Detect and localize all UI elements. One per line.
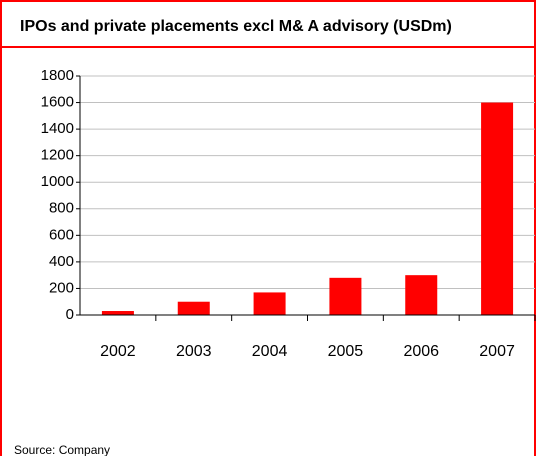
bar <box>405 275 438 315</box>
x-tick-label: 2005 <box>328 343 364 360</box>
bar <box>253 292 286 315</box>
x-tick-label: 2003 <box>176 343 212 360</box>
y-tick-label: 1000 <box>41 173 74 190</box>
y-tick-label: 1400 <box>41 120 74 137</box>
y-tick-label: 800 <box>49 200 74 217</box>
bar <box>481 102 514 315</box>
bar <box>101 311 134 315</box>
y-tick-label: 200 <box>49 279 74 296</box>
y-tick-label: 400 <box>49 253 74 270</box>
x-tick-label: 2002 <box>100 343 136 360</box>
x-tick-label: 2007 <box>479 343 515 360</box>
bar <box>177 301 210 315</box>
source: Source: Company <box>14 443 110 456</box>
bar <box>329 277 362 315</box>
y-tick-label: 1600 <box>41 94 74 111</box>
y-tick-label: 0 <box>66 306 74 323</box>
chart-title: IPOs and private placements excl M& A ad… <box>20 18 452 35</box>
x-tick-label: 2004 <box>252 343 288 360</box>
y-tick-label: 1800 <box>41 67 74 84</box>
x-tick-label: 2006 <box>403 343 439 360</box>
y-tick-label: 1200 <box>41 147 74 164</box>
y-tick-label: 600 <box>49 226 74 243</box>
